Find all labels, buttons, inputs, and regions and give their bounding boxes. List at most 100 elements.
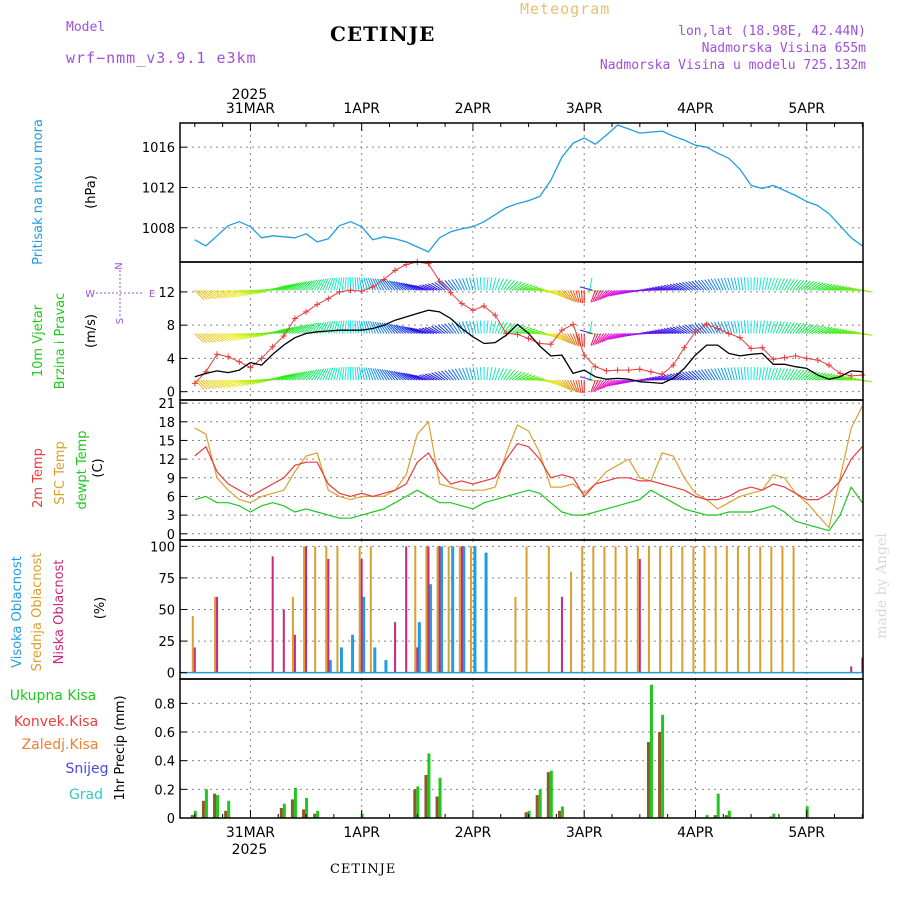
wind-direction-arrow <box>593 333 602 346</box>
wind-direction-arrow <box>772 367 779 381</box>
wind-direction-arrow <box>569 379 577 393</box>
wind-direction-arrow <box>556 379 567 389</box>
gust-marker <box>336 288 343 295</box>
wind-direction-arrow <box>441 280 452 291</box>
wind-ytick-label: 0 <box>167 386 175 401</box>
gust-marker <box>792 352 799 359</box>
wind-direction-arrow <box>764 320 769 334</box>
wind-direction-arrow <box>341 320 345 334</box>
wind-direction-arrow <box>593 290 602 302</box>
wind-direction-arrow <box>211 379 223 389</box>
wind-direction-arrow <box>211 333 223 342</box>
cloud-ytick-label: 75 <box>158 572 175 587</box>
wind-direction-arrow <box>381 322 390 334</box>
gust-marker <box>814 357 821 364</box>
wind-direction-arrow <box>216 289 228 299</box>
wind-direction-arrow <box>508 370 519 381</box>
wind-direction-arrow <box>405 373 418 381</box>
wind-direction-arrow <box>786 322 795 334</box>
wind-direction-arrow <box>743 277 747 291</box>
wind-direction-arrow <box>197 379 208 390</box>
precip-total-bar <box>316 810 320 818</box>
wind-direction-arrow <box>522 285 536 291</box>
gust-line <box>194 261 863 384</box>
wind-direction-arrow <box>517 373 529 381</box>
wind-direction-arrow <box>236 289 249 296</box>
wind-direction-arrow <box>578 290 582 304</box>
gust-marker <box>191 380 198 387</box>
wind-direction-arrow <box>497 321 504 334</box>
wind-direction-arrow <box>333 367 338 381</box>
wind-direction-arrow <box>393 281 404 291</box>
wind-direction-arrow <box>491 277 497 291</box>
wind-direction-arrow <box>767 320 772 334</box>
wind-direction-arrow <box>286 326 298 334</box>
wind-direction-arrow <box>654 376 668 381</box>
wind-direction-arrow <box>302 280 313 291</box>
wind-direction-arrow <box>280 373 293 381</box>
gust-marker <box>570 321 577 328</box>
gust-marker <box>603 367 610 374</box>
wind-direction-arrow <box>811 325 824 334</box>
wind-direction-arrow <box>376 278 385 291</box>
wind-direction-arrow <box>593 379 602 392</box>
wind-direction-arrow <box>469 277 474 291</box>
wind-direction-arrow <box>561 289 571 301</box>
wind-direction-arrow <box>444 280 454 291</box>
wind-direction-arrow <box>616 379 629 385</box>
wind-direction-arrow <box>550 379 563 387</box>
wind-direction-arrow <box>592 290 599 303</box>
wind-direction-arrow <box>649 377 663 381</box>
wind-direction-arrow <box>247 333 261 337</box>
wind-direction-arrow <box>564 289 573 302</box>
wind-direction-arrow <box>222 379 234 388</box>
gust-marker <box>247 364 254 371</box>
precip-total-bar <box>305 797 309 818</box>
wind-direction-arrow <box>469 320 474 334</box>
wind-direction-arrow <box>241 379 255 385</box>
wind-direction-arrow <box>652 330 665 334</box>
precip-conv-bar <box>302 809 306 818</box>
wind-direction-arrow <box>517 326 529 334</box>
wind-direction-arrow <box>654 286 668 291</box>
wind-direction-arrow <box>820 373 833 381</box>
wind-direction-arrow <box>325 367 331 381</box>
gust-marker <box>825 362 832 369</box>
wind-direction-arrow <box>723 367 730 381</box>
wind-direction-arrow <box>579 329 593 334</box>
wind-direction-arrow <box>300 280 311 291</box>
wind-direction-arrow <box>737 367 741 381</box>
wind-direction-arrow <box>743 367 747 381</box>
cloud-ytick-label: 0 <box>167 667 175 682</box>
wind-direction-arrow <box>678 372 691 381</box>
wind-direction-arrow <box>308 322 318 334</box>
wind-direction-arrow <box>608 289 621 297</box>
wind-direction-arrow <box>707 368 716 381</box>
wind-direction-arrow <box>391 370 401 381</box>
wind-direction-arrow <box>291 371 303 381</box>
wind-direction-arrow <box>580 290 583 304</box>
wind-direction-arrow <box>789 322 798 334</box>
wind-direction-arrow <box>230 333 243 340</box>
wind-direction-arrow <box>354 320 357 334</box>
wind-direction-arrow <box>781 278 789 291</box>
wind-direction-arrow <box>336 320 340 334</box>
wind-direction-arrow <box>834 286 848 291</box>
wind-direction-arrow <box>344 367 347 381</box>
wind-direction-arrow <box>322 278 329 291</box>
wind-direction-arrow <box>660 328 674 334</box>
wind-direction-arrow <box>419 284 432 291</box>
altitude-label: Nadmorska Visina 655m <box>701 41 866 56</box>
wind-direction-arrow <box>283 283 296 291</box>
wind-direction-arrow <box>416 375 429 381</box>
wind-direction-arrow <box>311 322 320 334</box>
wind-direction-arrow <box>289 372 301 381</box>
wind-direction-arrow <box>599 333 610 344</box>
wind-direction-arrow <box>603 379 616 388</box>
wind-direction-arrow <box>569 333 577 346</box>
wind-direction-arrow <box>666 327 679 334</box>
wind-direction-arrow <box>694 370 705 381</box>
wind-direction-arrow <box>737 320 741 334</box>
wind-direction-arrow <box>730 320 735 334</box>
wind-direction-arrow <box>859 289 873 293</box>
